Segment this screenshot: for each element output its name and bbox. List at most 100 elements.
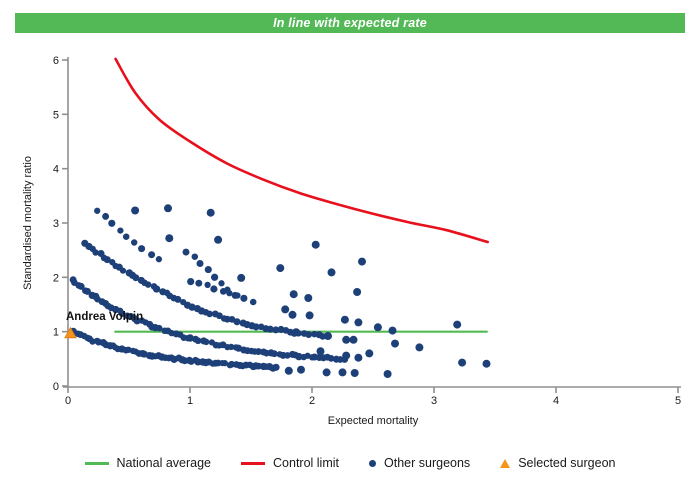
other-surgeon-point[interactable] [233, 318, 241, 326]
other-surgeon-point[interactable] [131, 239, 138, 246]
other-surgeon-point[interactable] [365, 349, 374, 358]
other-surgeon-point[interactable] [281, 305, 290, 314]
other-surgeon-point[interactable] [288, 310, 297, 319]
other-surgeon-point[interactable] [415, 343, 424, 352]
x-axis-label: Expected mortality [328, 415, 419, 427]
other-surgeon-point[interactable] [373, 323, 382, 332]
other-surgeon-point[interactable] [165, 234, 174, 243]
other-surgeon-point[interactable] [297, 365, 305, 374]
other-surgeon-point[interactable] [342, 351, 351, 360]
other-surgeon-point[interactable] [204, 281, 211, 289]
other-surgeon-point[interactable] [327, 355, 335, 362]
other-surgeon-point[interactable] [219, 288, 227, 295]
other-surgeon-point[interactable] [108, 219, 116, 227]
other-surgeon-point[interactable] [155, 324, 163, 332]
other-surgeon-point[interactable] [204, 266, 212, 274]
other-surgeon-point[interactable] [383, 370, 392, 378]
other-surgeon-point[interactable] [276, 264, 285, 273]
other-surgeon-point[interactable] [349, 335, 358, 344]
other-surgeon-point[interactable] [311, 240, 320, 249]
other-surgeon-point[interactable] [83, 287, 91, 295]
other-surgeon-point[interactable] [316, 347, 325, 356]
other-surgeon-point[interactable] [132, 274, 140, 282]
other-surgeon-point[interactable] [295, 352, 303, 361]
other-surgeon-point[interactable] [210, 285, 218, 293]
other-surgeon-point[interactable] [228, 343, 235, 351]
selected-surgeon-marker[interactable] [64, 326, 77, 339]
other-surgeon-point[interactable] [155, 256, 163, 263]
other-surgeon-point[interactable] [94, 207, 101, 214]
other-surgeon-point[interactable] [391, 339, 399, 348]
other-surgeon-point[interactable] [249, 298, 257, 306]
other-surgeon-point[interactable] [119, 267, 127, 274]
other-surgeon-point[interactable] [174, 295, 182, 303]
other-surgeon-point[interactable] [358, 257, 366, 266]
other-surgeon-point[interactable] [304, 294, 313, 302]
other-surgeon-point[interactable] [482, 359, 491, 368]
other-surgeon-point[interactable] [206, 310, 213, 318]
other-surgeon-point[interactable] [210, 273, 219, 281]
other-surgeon-point[interactable] [138, 245, 146, 253]
status-banner: In line with expected rate [15, 13, 685, 33]
other-surgeon-point[interactable] [122, 233, 130, 240]
other-surgeon-point[interactable] [152, 285, 161, 293]
other-surgeon-point[interactable] [272, 326, 280, 334]
other-surgeon-point[interactable] [214, 235, 223, 244]
other-surgeon-point[interactable] [216, 312, 223, 320]
other-surgeon-point[interactable] [305, 311, 314, 320]
other-surgeon-point[interactable] [191, 253, 199, 260]
x-tick-label: 5 [675, 395, 681, 407]
other-surgeon-point[interactable] [292, 328, 301, 337]
other-surgeon-point[interactable] [133, 317, 141, 325]
other-surgeon-point[interactable] [223, 315, 231, 323]
other-surgeon-point[interactable] [323, 332, 332, 340]
other-surgeon-point[interactable] [182, 248, 190, 256]
legend-item-selected-surgeon: Selected surgeon [500, 456, 615, 470]
other-surgeon-point[interactable] [234, 292, 241, 299]
other-surgeon-point[interactable] [322, 368, 331, 377]
other-surgeon-point[interactable] [354, 353, 363, 362]
other-surgeon-point[interactable] [164, 204, 172, 213]
other-surgeon-point[interactable] [228, 360, 236, 368]
other-surgeon-point[interactable] [270, 350, 278, 358]
other-surgeon-point[interactable] [194, 337, 202, 345]
other-surgeon-point[interactable] [195, 279, 203, 287]
other-surgeon-point[interactable] [196, 259, 204, 268]
other-surgeon-point[interactable] [221, 359, 228, 367]
other-surgeon-point[interactable] [206, 208, 215, 217]
other-surgeon-point[interactable] [240, 294, 248, 302]
other-surgeon-point[interactable] [354, 318, 363, 327]
other-surgeon-point[interactable] [284, 366, 293, 375]
other-surgeon-point[interactable] [338, 368, 347, 377]
other-surgeon-point[interactable] [144, 281, 152, 288]
other-surgeon-point[interactable] [453, 320, 462, 329]
other-surgeon-point[interactable] [237, 273, 246, 282]
other-surgeon-point[interactable] [305, 331, 313, 339]
other-surgeon-point[interactable] [388, 326, 397, 335]
other-surgeon-point[interactable] [266, 325, 274, 333]
other-surgeon-point[interactable] [340, 315, 349, 324]
x-tick-label: 0 [65, 395, 71, 407]
other-surgeon-point[interactable] [255, 348, 262, 356]
other-surgeon-point[interactable] [202, 338, 210, 346]
other-surgeon-point[interactable] [218, 280, 225, 287]
other-surgeon-point[interactable] [350, 369, 359, 377]
other-surgeon-point[interactable] [102, 212, 110, 220]
other-surgeon-point[interactable] [118, 310, 126, 317]
other-surgeon-point[interactable] [103, 256, 111, 264]
other-surgeon-point[interactable] [458, 358, 467, 367]
other-surgeon-point[interactable] [187, 278, 195, 286]
other-surgeon-point[interactable] [342, 335, 351, 344]
other-surgeon-point[interactable] [353, 288, 362, 296]
other-surgeon-point[interactable] [327, 268, 336, 277]
other-surgeon-point[interactable] [77, 282, 85, 290]
other-surgeon-point[interactable] [131, 206, 140, 215]
other-surgeon-point[interactable] [92, 249, 99, 256]
other-surgeon-point[interactable] [117, 227, 124, 234]
other-surgeon-point[interactable] [186, 334, 194, 342]
other-surgeon-point[interactable] [148, 251, 156, 259]
other-surgeon-point[interactable] [289, 290, 298, 299]
other-surgeon-point[interactable] [226, 290, 233, 297]
other-surgeon-point[interactable] [252, 323, 260, 331]
other-surgeon-point[interactable] [272, 363, 280, 371]
